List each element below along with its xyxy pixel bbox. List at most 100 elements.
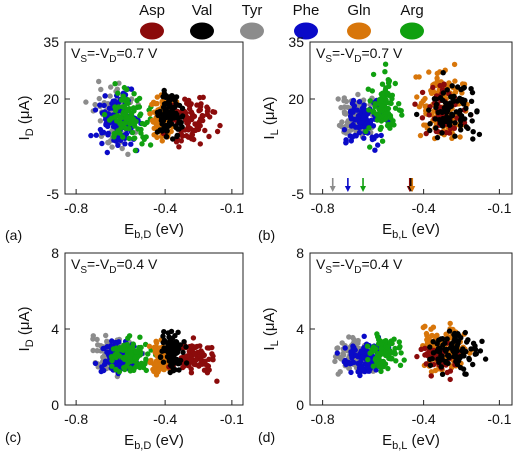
legend-label: Val: [192, 2, 213, 19]
point-asp: [210, 357, 216, 363]
annotation-part: =-V: [332, 256, 355, 272]
point-val: [165, 330, 171, 336]
point-tyr: [98, 86, 104, 93]
point-arg: [112, 107, 119, 114]
point-tyr: [119, 145, 125, 152]
legend-label: Gln: [347, 2, 370, 19]
point-phe: [105, 123, 111, 129]
point-arg: [133, 348, 139, 355]
x-axis-label: Eb,D (eV): [124, 432, 184, 452]
point-arg: [121, 84, 128, 91]
point-arg: [134, 354, 141, 360]
point-phe: [359, 349, 365, 355]
point-phe: [359, 363, 365, 370]
point-arg: [129, 129, 136, 136]
point-arg: [375, 334, 381, 340]
point-gln: [447, 320, 453, 327]
point-phe: [128, 86, 135, 92]
point-arg: [121, 121, 127, 127]
point-arg: [388, 121, 394, 127]
point-val: [444, 352, 451, 359]
y-tick-label: 0: [51, 397, 59, 413]
point-gln: [429, 332, 435, 339]
point-asp: [199, 361, 205, 367]
marker-arrow-head: [360, 186, 367, 192]
y-label-unit: (μA): [261, 96, 278, 129]
point-asp: [188, 101, 194, 107]
point-phe: [361, 333, 367, 339]
point-tyr: [108, 84, 114, 90]
point-arg: [145, 351, 151, 357]
x-label-unit: (eV): [151, 432, 184, 449]
point-arg: [383, 115, 389, 122]
point-asp: [443, 129, 449, 136]
y-tick-label: 35: [43, 34, 59, 50]
point-phe: [99, 140, 105, 147]
point-asp: [204, 104, 210, 110]
point-phe: [355, 124, 362, 131]
point-phe: [92, 107, 99, 113]
point-val: [470, 129, 476, 135]
y-axis-label: IL (μA): [261, 96, 281, 139]
point-arg: [123, 125, 129, 131]
point-arg: [120, 104, 126, 110]
y-tick-label: 8: [51, 245, 59, 261]
point-arg: [363, 128, 369, 135]
point-asp: [206, 133, 212, 140]
annotation-part: S: [325, 265, 332, 276]
point-asp: [191, 361, 197, 367]
point-arg: [379, 138, 386, 144]
point-asp: [188, 370, 195, 376]
point-val: [451, 98, 457, 104]
point-arg: [138, 111, 144, 117]
point-val: [439, 109, 445, 116]
point-arg: [367, 144, 373, 150]
x-axis-label: Eb,L (eV): [382, 432, 440, 452]
point-val: [465, 337, 471, 343]
point-asp: [214, 128, 221, 135]
point-arg: [398, 350, 404, 356]
legend-swatch: [400, 22, 424, 40]
point-gln: [153, 340, 160, 346]
point-phe: [102, 361, 108, 367]
legend-item-asp: Asp: [139, 2, 165, 40]
point-tyr: [337, 369, 343, 375]
point-val: [469, 118, 475, 124]
point-val: [479, 338, 485, 344]
x-label-unit: (eV): [407, 221, 440, 238]
legend-swatch: [240, 22, 264, 40]
point-gln: [424, 332, 430, 339]
point-phe: [359, 354, 365, 361]
point-gln: [149, 101, 155, 108]
point-asp: [189, 114, 195, 120]
point-asp: [204, 370, 211, 376]
point-val: [463, 105, 469, 112]
point-phe: [349, 134, 356, 140]
annotation-part: D: [109, 265, 116, 276]
point-arg: [375, 341, 382, 347]
point-val: [444, 87, 450, 93]
point-asp: [423, 130, 429, 137]
point-arg: [117, 114, 123, 121]
point-val: [163, 133, 170, 140]
point-arg: [121, 364, 127, 371]
point-val: [451, 331, 457, 338]
x-tick-label: -0.8: [311, 411, 335, 427]
point-val: [180, 349, 186, 355]
annotation-part: =-V: [87, 256, 110, 272]
point-val: [432, 116, 439, 122]
point-val: [169, 341, 175, 347]
point-asp: [179, 132, 185, 138]
point-val: [482, 356, 489, 362]
point-asp: [191, 136, 197, 143]
point-val: [170, 136, 176, 142]
point-asp: [209, 351, 215, 357]
point-arg: [128, 351, 134, 357]
point-val: [164, 124, 170, 131]
point-val: [157, 108, 163, 115]
point-tyr: [334, 345, 340, 351]
scatter-points: [335, 61, 483, 153]
